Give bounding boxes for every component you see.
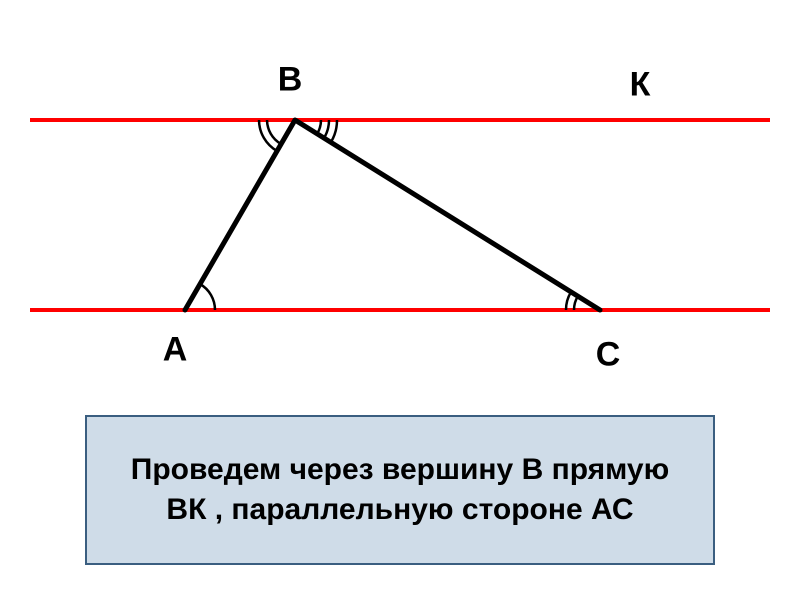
geometry-diagram: В К А С [0,0,800,400]
diagram-svg [0,0,800,400]
angle-arc-b-right-2 [324,120,329,138]
label-c: С [596,336,621,375]
caption-box: Проведем через вершину В прямую ВК , пар… [85,415,715,565]
label-a: А [163,331,188,370]
angle-arc-c-2 [566,292,571,310]
angle-arc-b-right-1 [317,120,321,134]
angle-arc-b-right-3 [331,120,337,142]
angle-arc-c-1 [574,296,578,310]
caption-text: Проведем через вершину В прямую ВК , пар… [107,450,693,531]
angle-arc-a [200,284,215,310]
label-b: В [278,61,303,100]
triangle-abc [185,120,600,310]
label-k: К [630,66,651,105]
angle-arc-b-left-1 [267,120,281,144]
